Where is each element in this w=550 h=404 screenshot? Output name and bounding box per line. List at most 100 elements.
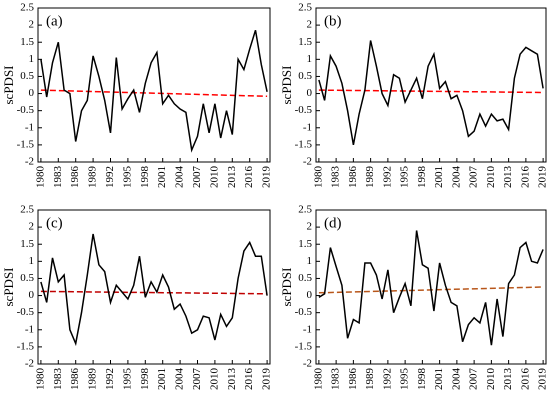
y-tick-label: 1.5 xyxy=(20,36,34,48)
x-tick-label: 1980 xyxy=(312,166,324,189)
y-tick-label: 2.5 xyxy=(20,204,34,216)
x-tick-label: 1992 xyxy=(104,166,116,188)
x-tick-label: 1980 xyxy=(34,166,46,189)
y-tick-label: 2.5 xyxy=(298,2,312,14)
y-tick-label: 1.5 xyxy=(298,36,312,48)
x-tick-label: 1995 xyxy=(399,166,411,189)
trend-line xyxy=(318,89,544,94)
data-line xyxy=(318,40,544,146)
y-tick-label: 2 xyxy=(307,19,313,31)
x-tick-label: 2016 xyxy=(243,368,255,391)
y-tick-label: -0.5 xyxy=(295,104,313,116)
y-tick-label: -1.5 xyxy=(17,138,35,150)
plot-frame xyxy=(315,7,547,163)
x-tick-label: 1986 xyxy=(69,368,81,391)
y-tick-label: -2 xyxy=(25,156,34,168)
x-tick-label: 1995 xyxy=(399,368,411,391)
x-tick-label: 2016 xyxy=(243,166,255,189)
data-line xyxy=(318,230,544,346)
x-tick-label: 1992 xyxy=(381,166,393,188)
y-axis-label: scPDSI xyxy=(279,267,294,306)
x-tick-label: 2016 xyxy=(519,166,531,189)
plot-frame xyxy=(37,209,271,365)
x-tick-label: 2019 xyxy=(537,368,549,391)
y-tick-label: 0 xyxy=(307,289,313,301)
y-tick-label: 1 xyxy=(29,255,35,267)
y-tick-label: -1.5 xyxy=(295,138,313,150)
x-tick-label: 1986 xyxy=(69,166,81,189)
x-tick-label: 2013 xyxy=(226,368,238,391)
y-tick-label: 1.5 xyxy=(20,238,34,250)
trend-line xyxy=(40,290,268,295)
y-tick-label: 0.5 xyxy=(20,70,34,82)
x-tick-label: 1992 xyxy=(381,368,393,390)
y-tick-label: -1 xyxy=(25,323,34,335)
x-tick-label: 2001 xyxy=(156,166,168,188)
y-tick-label: -0.5 xyxy=(17,306,35,318)
y-tick-label: -1 xyxy=(303,323,312,335)
x-tick-label: 2004 xyxy=(174,368,186,391)
x-tick-label: 1998 xyxy=(416,368,428,391)
y-tick-label: 2 xyxy=(29,19,35,31)
y-tick-label: -2 xyxy=(25,358,34,370)
y-axis-label: scPDSI xyxy=(1,267,16,306)
y-tick-label: 0 xyxy=(29,87,35,99)
trend-line xyxy=(40,89,268,98)
x-tick-label: 2007 xyxy=(191,166,203,189)
y-tick-label: 2.5 xyxy=(20,2,34,14)
x-tick-label: 2013 xyxy=(502,368,514,391)
data-line xyxy=(40,233,268,347)
x-tick-label: 1989 xyxy=(87,368,99,391)
x-tick-label: 2007 xyxy=(468,166,480,189)
x-tick-label: 1983 xyxy=(330,166,342,189)
x-tick-label: 1980 xyxy=(34,368,46,391)
y-tick-label: 2.5 xyxy=(298,204,312,216)
x-tick-label: 1992 xyxy=(104,368,116,390)
x-tick-label: 1995 xyxy=(121,166,133,189)
x-tick-label: 1983 xyxy=(52,166,64,189)
x-tick-label: 1995 xyxy=(121,368,133,391)
x-tick-label: 1998 xyxy=(139,166,151,189)
y-tick-label: 2 xyxy=(29,221,35,233)
plot-frame xyxy=(315,209,547,365)
x-tick-label: 2019 xyxy=(261,368,273,391)
x-tick-label: 2019 xyxy=(261,166,273,189)
x-tick-label: 2001 xyxy=(433,368,445,390)
y-tick-label: -1.5 xyxy=(295,340,313,352)
x-tick-label: 2004 xyxy=(450,368,462,391)
x-tick-label: 2007 xyxy=(191,368,203,391)
x-tick-label: 1989 xyxy=(87,166,99,189)
x-tick-label: 1998 xyxy=(416,166,428,189)
y-tick-label: 2 xyxy=(307,221,313,233)
y-tick-label: 0.5 xyxy=(20,272,34,284)
y-tick-label: 0 xyxy=(307,87,313,99)
x-tick-label: 1980 xyxy=(312,368,324,391)
x-tick-label: 2013 xyxy=(226,166,238,189)
x-tick-label: 2019 xyxy=(537,166,549,189)
x-tick-label: 1989 xyxy=(364,166,376,189)
data-line xyxy=(40,29,268,153)
y-axis-label: scPDSI xyxy=(279,65,294,104)
y-tick-label: 0.5 xyxy=(298,272,312,284)
x-tick-label: 1989 xyxy=(364,368,376,391)
y-tick-label: -1 xyxy=(25,121,34,133)
y-tick-label: 1.5 xyxy=(298,238,312,250)
x-tick-label: 2010 xyxy=(208,368,220,391)
y-tick-label: 0 xyxy=(29,289,35,301)
panel-label: (c) xyxy=(46,215,63,231)
plot-frame xyxy=(37,7,271,163)
x-tick-label: 2013 xyxy=(502,166,514,189)
x-tick-label: 2004 xyxy=(450,166,462,189)
panel-label: (a) xyxy=(46,13,63,29)
y-tick-label: -1.5 xyxy=(17,340,35,352)
x-tick-label: 2010 xyxy=(208,166,220,189)
panel-label: (b) xyxy=(324,13,342,29)
y-tick-label: -0.5 xyxy=(17,104,35,116)
y-tick-label: 1 xyxy=(307,53,313,65)
panel-label: (d) xyxy=(324,215,342,231)
x-tick-label: 2007 xyxy=(468,368,480,391)
x-tick-label: 2001 xyxy=(156,368,168,390)
y-axis-label: scPDSI xyxy=(1,65,16,104)
x-tick-label: 2004 xyxy=(174,166,186,189)
